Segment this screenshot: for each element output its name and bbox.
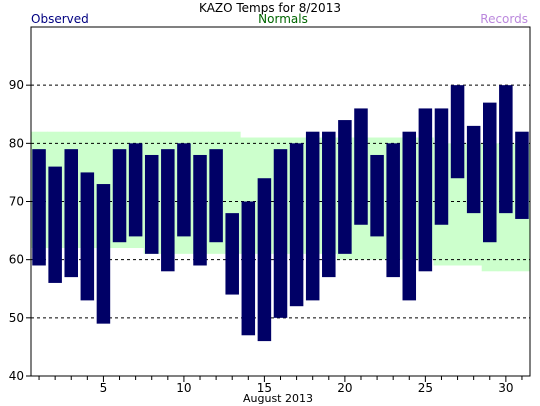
y-tick-label-70: 70 [9, 195, 24, 209]
observed-bar-28 [466, 125, 481, 214]
x-tick-label-30: 30 [498, 381, 513, 395]
observed-bar-1 [32, 149, 46, 266]
observed-bar-7 [128, 143, 143, 237]
plot-area: 40 50 60 70 80 90 5 10 15 20 25 30 [9, 26, 531, 395]
y-tick-label-40: 40 [9, 369, 24, 383]
x-tick-label-10: 10 [176, 381, 191, 395]
observed-bar-26 [434, 108, 449, 225]
observed-bar-14 [241, 201, 256, 336]
x-tick-label-15: 15 [257, 381, 272, 395]
observed-bar-19 [322, 131, 336, 278]
observed-bar-6 [112, 149, 127, 243]
y-tick-label-50: 50 [9, 311, 24, 325]
observed-bar-3 [64, 149, 78, 278]
observed-bar-13 [225, 213, 239, 295]
observed-bar-15 [257, 178, 272, 342]
observed-bar-22 [370, 154, 384, 237]
observed-bar-21 [354, 108, 368, 225]
observed-bar-30 [499, 85, 513, 214]
observed-bar-31 [515, 131, 529, 219]
observed-bar-9 [161, 149, 175, 272]
observed-bar-2 [48, 166, 62, 283]
observed-bar-18 [305, 131, 320, 301]
observed-bar-29 [483, 102, 497, 243]
observed-bar-24 [402, 131, 417, 301]
observed-bar-8 [144, 154, 159, 254]
observed-bar-4 [80, 172, 95, 301]
legend-normals: Normals [258, 12, 308, 26]
x-tick-label-5: 5 [100, 381, 108, 395]
y-tick-label-80: 80 [9, 136, 24, 150]
y-tick-label-60: 60 [9, 253, 24, 267]
y-tick-label-90: 90 [9, 78, 24, 92]
x-axis-label: August 2013 [243, 392, 313, 405]
chart-title: KAZO Temps for 8/2013 [199, 1, 341, 15]
legend-records: Records [480, 12, 528, 26]
observed-bar-23 [386, 143, 400, 278]
x-tick-label-20: 20 [337, 381, 352, 395]
observed-bar-27 [450, 85, 465, 179]
observed-bar-5 [96, 184, 111, 324]
legend-observed: Observed [31, 12, 89, 26]
x-tick-label-25: 25 [418, 381, 433, 395]
observed-bar-25 [418, 108, 433, 272]
observed-bar-17 [289, 143, 304, 307]
observed-bar-20 [338, 120, 352, 254]
observed-bar-11 [193, 154, 207, 266]
observed-bar-16 [273, 149, 288, 318]
observed-bar-10 [177, 143, 191, 237]
observed-bar-12 [209, 149, 223, 243]
